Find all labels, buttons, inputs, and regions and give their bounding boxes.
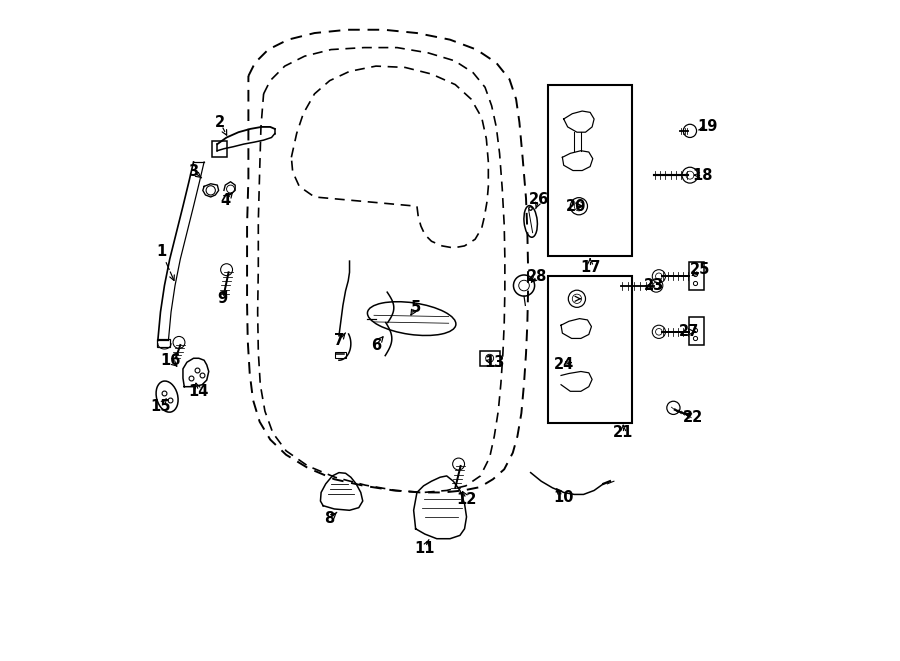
Text: 24: 24 bbox=[554, 358, 574, 372]
Text: 20: 20 bbox=[565, 199, 586, 214]
Text: 1: 1 bbox=[156, 244, 166, 258]
Bar bbox=[548, 85, 633, 256]
Text: 18: 18 bbox=[692, 168, 713, 182]
Text: 14: 14 bbox=[189, 384, 209, 399]
Text: 28: 28 bbox=[527, 269, 547, 284]
Text: 19: 19 bbox=[698, 120, 718, 134]
Text: 23: 23 bbox=[644, 278, 663, 293]
Text: 6: 6 bbox=[371, 338, 381, 352]
Bar bbox=[689, 317, 704, 345]
Text: 12: 12 bbox=[456, 492, 477, 506]
Text: 2: 2 bbox=[215, 115, 225, 130]
Bar bbox=[689, 262, 704, 290]
Text: 17: 17 bbox=[580, 260, 600, 275]
Text: 8: 8 bbox=[325, 512, 335, 526]
Text: 13: 13 bbox=[485, 355, 505, 369]
Bar bbox=[157, 339, 170, 347]
Text: 21: 21 bbox=[613, 426, 634, 440]
Text: 11: 11 bbox=[415, 541, 435, 556]
Text: 3: 3 bbox=[188, 165, 199, 179]
Bar bbox=[480, 351, 500, 366]
Text: 25: 25 bbox=[689, 262, 710, 277]
Text: 4: 4 bbox=[220, 194, 230, 208]
Text: 15: 15 bbox=[150, 399, 171, 414]
Bar bbox=[212, 141, 227, 157]
Bar bbox=[548, 276, 633, 423]
Text: 9: 9 bbox=[217, 292, 227, 306]
Text: 26: 26 bbox=[529, 192, 549, 207]
Text: 5: 5 bbox=[410, 300, 421, 315]
Text: 10: 10 bbox=[554, 490, 574, 504]
Text: 7: 7 bbox=[334, 333, 344, 348]
Text: 27: 27 bbox=[680, 325, 699, 339]
Text: 22: 22 bbox=[683, 410, 704, 425]
Bar bbox=[335, 352, 346, 358]
Text: 16: 16 bbox=[160, 353, 181, 368]
